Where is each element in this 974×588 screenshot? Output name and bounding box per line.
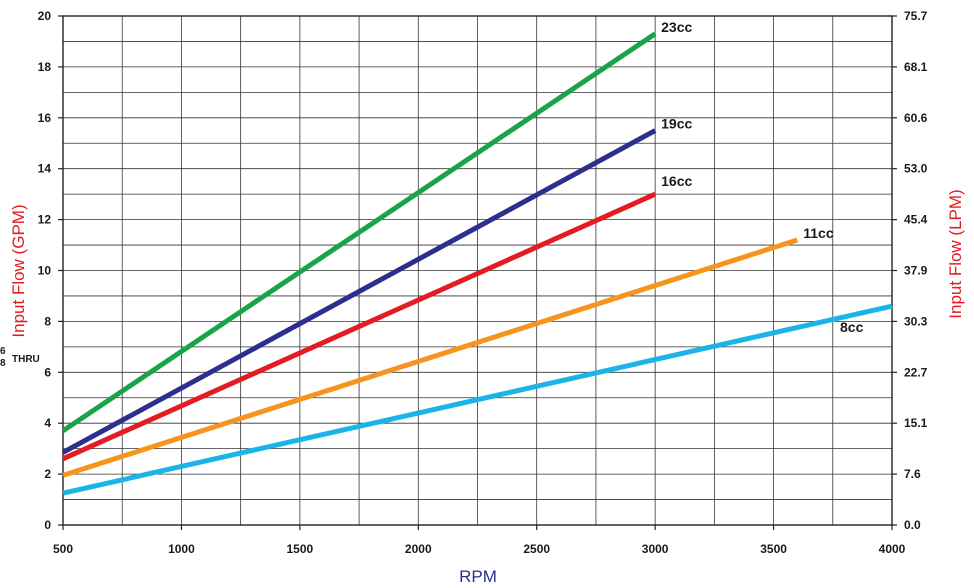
x-tick-label: 2500 — [523, 542, 550, 556]
x-tick-label: 3500 — [760, 542, 787, 556]
series-label-23cc: 23cc — [661, 19, 692, 35]
grid-lines — [62, 15, 893, 526]
y-axis-title-right: Input Flow (LPM) — [946, 189, 965, 318]
y-right-tick-label: 68.1 — [904, 60, 928, 74]
y-tick-label: 2 — [44, 467, 51, 481]
y-axis-title-left: Input Flow (GPM) — [9, 204, 28, 337]
y-tick-label: 20 — [38, 9, 52, 23]
x-tick-labels: 500 1000 1500 2000 2500 3000 3500 4000 — [53, 542, 906, 556]
y-tick-label: 0 — [44, 518, 51, 532]
y-tick-label: 8 — [44, 314, 51, 328]
y-tick-label: 12 — [38, 213, 52, 227]
x-axis-title: RPM — [459, 567, 497, 586]
series-line-23cc — [61, 31, 657, 433]
series-lines — [61, 31, 893, 496]
x-tick-label: 4000 — [879, 542, 906, 556]
y-tick-labels: 0 2 4 6 8 10 12 14 16 18 20 — [38, 9, 52, 532]
x-tick-label: 1500 — [287, 542, 314, 556]
x-tick-label: 3000 — [642, 542, 669, 556]
y-tick-label: 6 — [44, 365, 51, 379]
series-line-8cc — [62, 303, 893, 496]
y-tick-label: 10 — [38, 264, 52, 278]
x-tick-label: 1000 — [168, 542, 195, 556]
series-line-19cc — [61, 128, 657, 455]
series-label-11cc: 11cc — [803, 225, 834, 241]
y-right-tick-label: 60.6 — [904, 111, 928, 125]
y-right-tick-label: 22.7 — [904, 365, 928, 379]
side-note-numerator: 6 — [0, 346, 6, 357]
y-right-tick-label: 15.1 — [904, 416, 928, 430]
y-right-tick-label: 53.0 — [904, 162, 928, 176]
side-note-denominator: 8 — [0, 358, 6, 369]
series-labels: 23cc 19cc 16cc 11cc 8cc — [661, 19, 863, 335]
series-label-8cc: 8cc — [840, 319, 864, 335]
x-tick-label: 2000 — [405, 542, 432, 556]
y-tick-label: 18 — [38, 60, 52, 74]
y-right-tick-label: 45.4 — [904, 213, 928, 227]
y-right-tick-label: 37.9 — [904, 264, 928, 278]
series-label-16cc: 16cc — [661, 173, 692, 189]
y-tick-label: 16 — [38, 111, 52, 125]
y-right-tick-label: 75.7 — [904, 9, 928, 23]
y-right-tick-label: 0.0 — [904, 518, 921, 532]
y-right-tick-label: 7.6 — [904, 467, 921, 481]
y-right-tick-labels: 0.0 7.6 15.1 22.7 30.3 37.9 45.4 53.0 60.6 68.1 75… — [904, 9, 928, 532]
side-note-text: THRU — [12, 354, 40, 365]
series-line-11cc — [62, 237, 799, 478]
y-right-tick-label: 30.3 — [904, 314, 928, 328]
series-label-19cc: 19cc — [661, 116, 692, 132]
series-line-16cc — [61, 191, 657, 462]
plot-frame — [58, 15, 897, 530]
x-tick-label: 500 — [53, 542, 73, 556]
y-tick-label: 4 — [44, 416, 51, 430]
y-tick-label: 14 — [38, 162, 52, 176]
